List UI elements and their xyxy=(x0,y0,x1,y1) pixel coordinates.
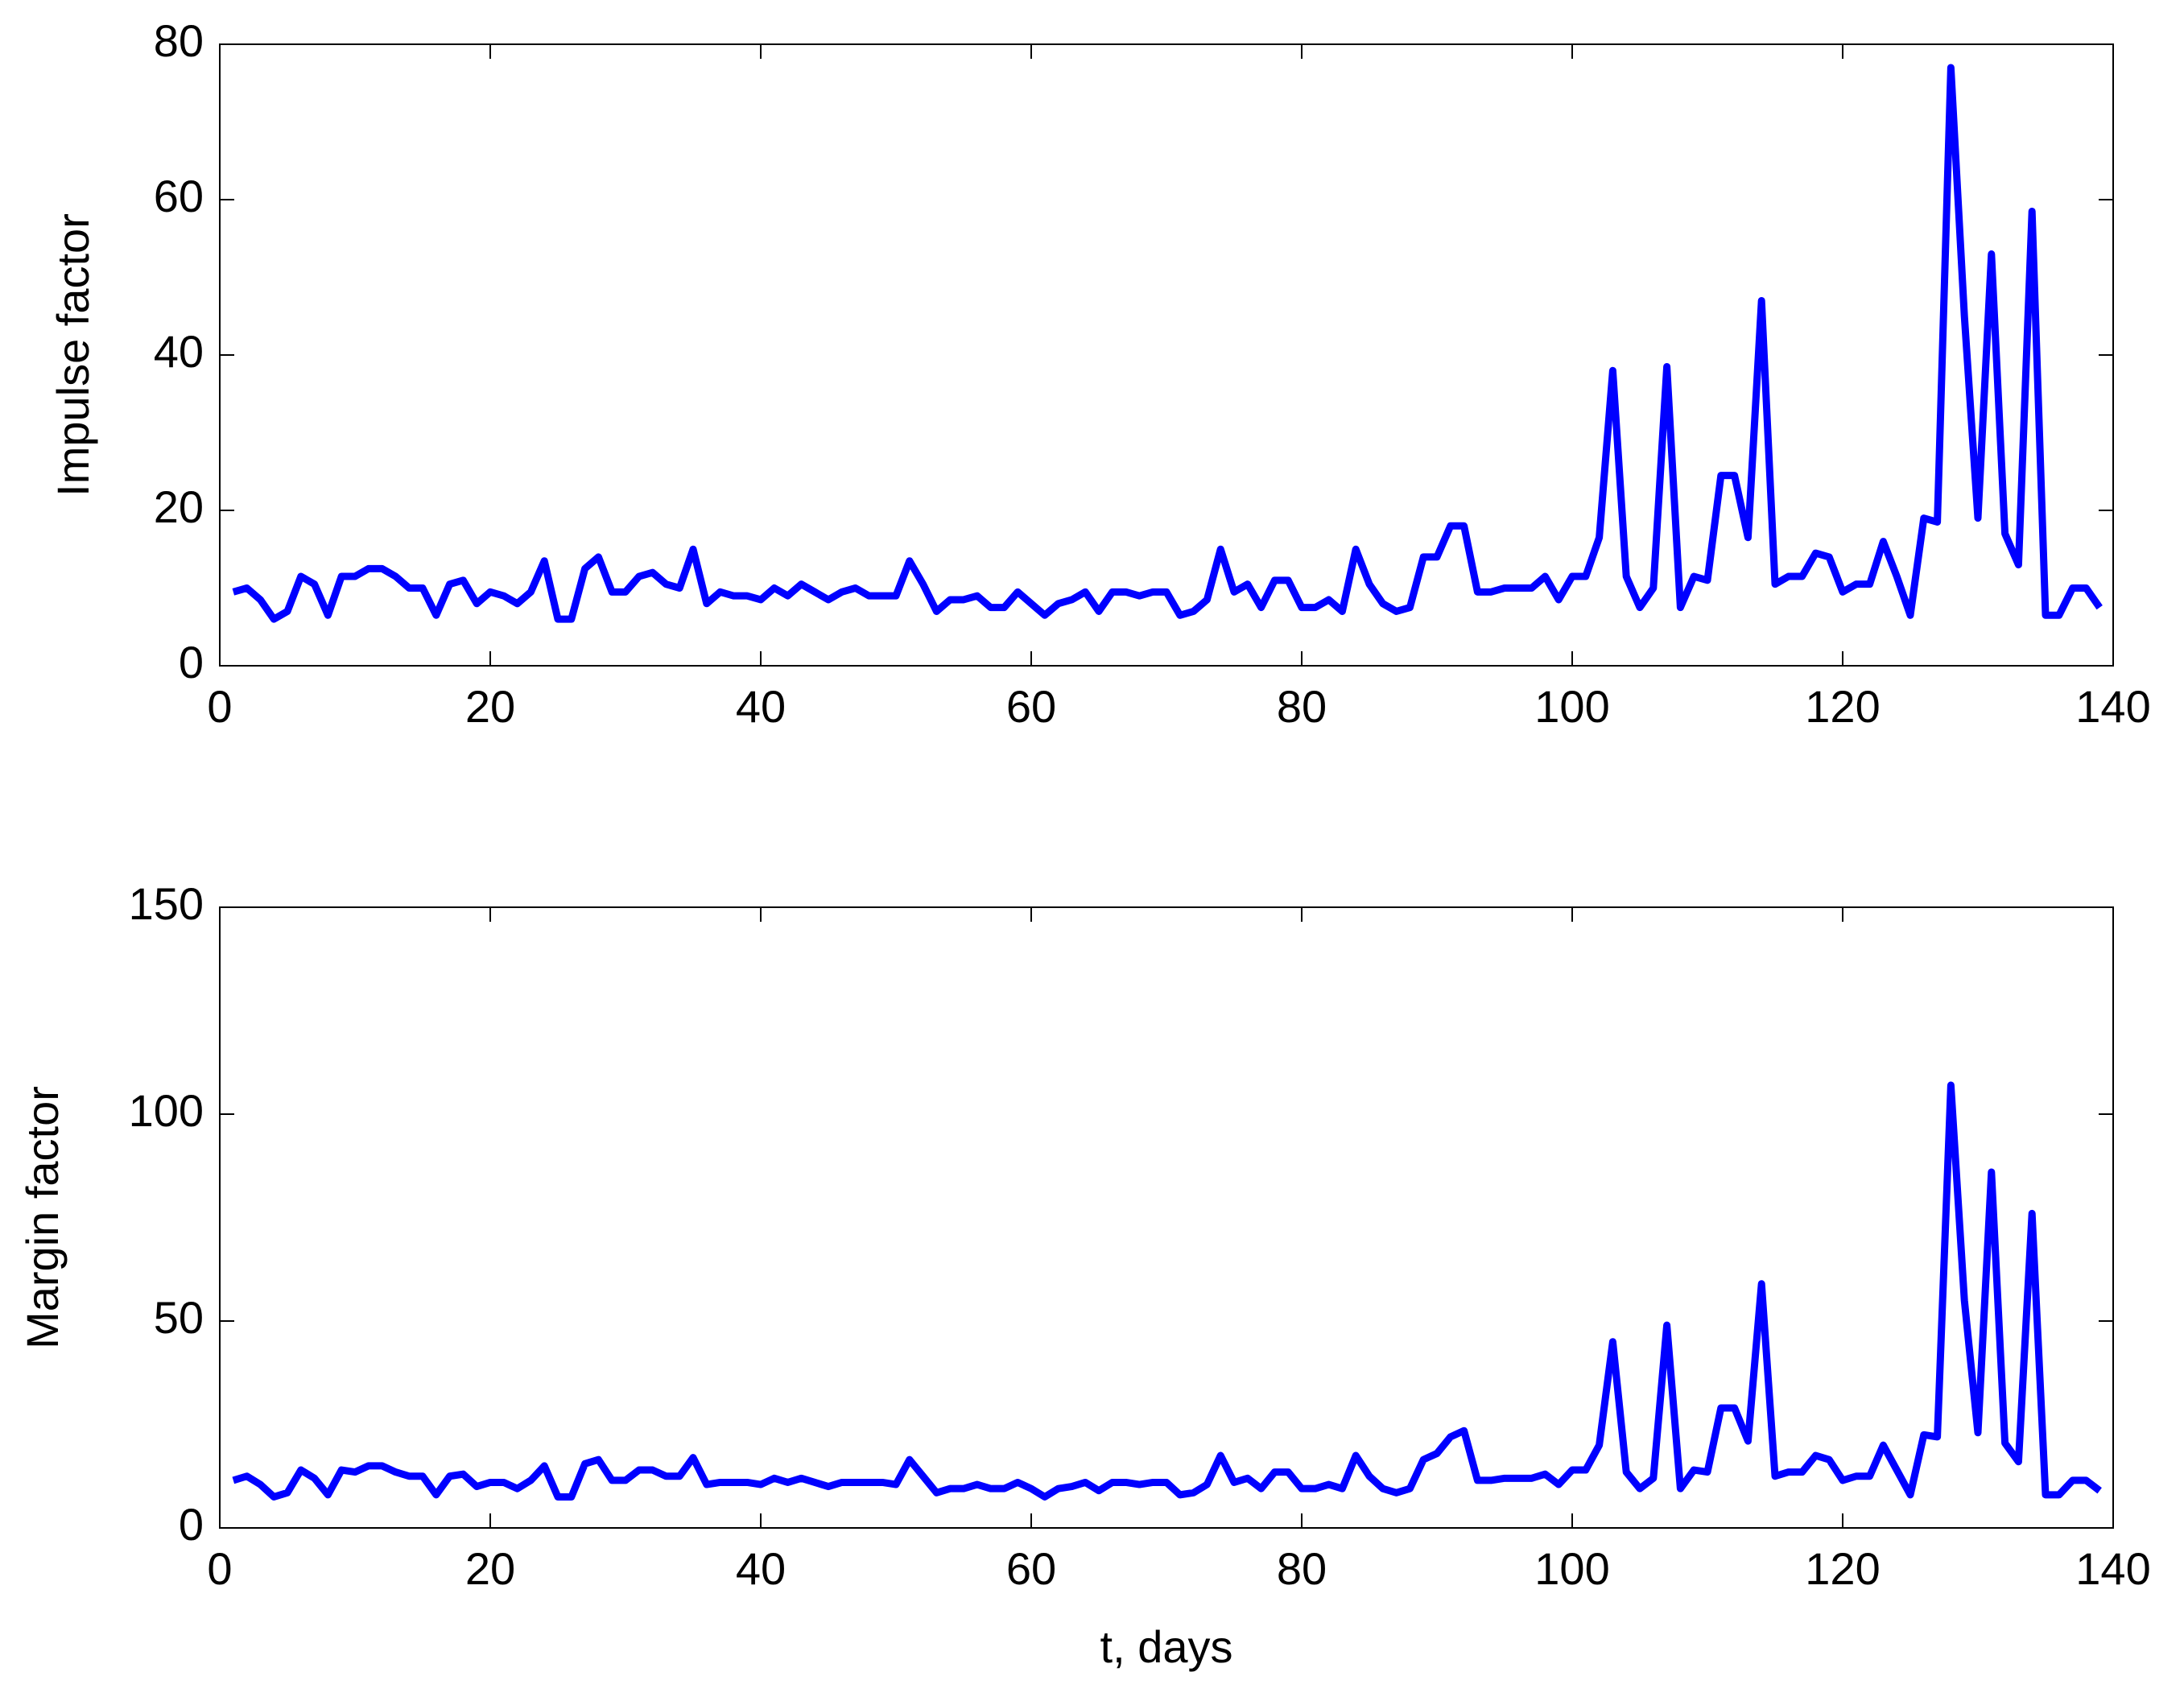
x-tick-label: 80 xyxy=(1277,681,1327,732)
x-tick-label: 120 xyxy=(1805,1543,1880,1594)
y-tick-label: 150 xyxy=(129,878,204,929)
y-tick-label: 50 xyxy=(154,1292,204,1343)
axes-box xyxy=(219,906,2114,1529)
y-tick-label: 20 xyxy=(154,481,204,532)
y-tick-label: 0 xyxy=(179,637,204,687)
x-tick-label: 100 xyxy=(1534,681,1609,732)
x-tick-label: 60 xyxy=(1006,1543,1056,1594)
y-axis-label: Impulse factor xyxy=(47,213,98,497)
y-tick-label: 100 xyxy=(129,1085,204,1136)
y-tick-label: 0 xyxy=(179,1499,204,1550)
y-tick-label: 40 xyxy=(154,326,204,377)
y-axis-label: Margin factor xyxy=(17,1086,68,1349)
axes-box xyxy=(219,43,2114,667)
x-tick-label: 0 xyxy=(207,681,232,732)
y-tick-label: 60 xyxy=(154,171,204,221)
x-tick-label: 20 xyxy=(465,1543,515,1594)
data-line xyxy=(232,64,2103,623)
x-tick-label: 100 xyxy=(1534,1543,1609,1594)
x-tick-label: 60 xyxy=(1006,681,1056,732)
x-tick-label: 140 xyxy=(2075,681,2150,732)
x-tick-label: 80 xyxy=(1277,1543,1327,1594)
x-tick-label: 20 xyxy=(465,681,515,732)
x-tick-label: 120 xyxy=(1805,681,1880,732)
y-tick-label: 80 xyxy=(154,15,204,66)
x-axis-label: t, days xyxy=(1100,1621,1233,1672)
x-tick-label: 40 xyxy=(736,1543,786,1594)
data-line xyxy=(232,1081,2102,1501)
x-tick-label: 40 xyxy=(736,681,786,732)
x-tick-label: 140 xyxy=(2075,1543,2150,1594)
x-tick-label: 0 xyxy=(207,1543,232,1594)
